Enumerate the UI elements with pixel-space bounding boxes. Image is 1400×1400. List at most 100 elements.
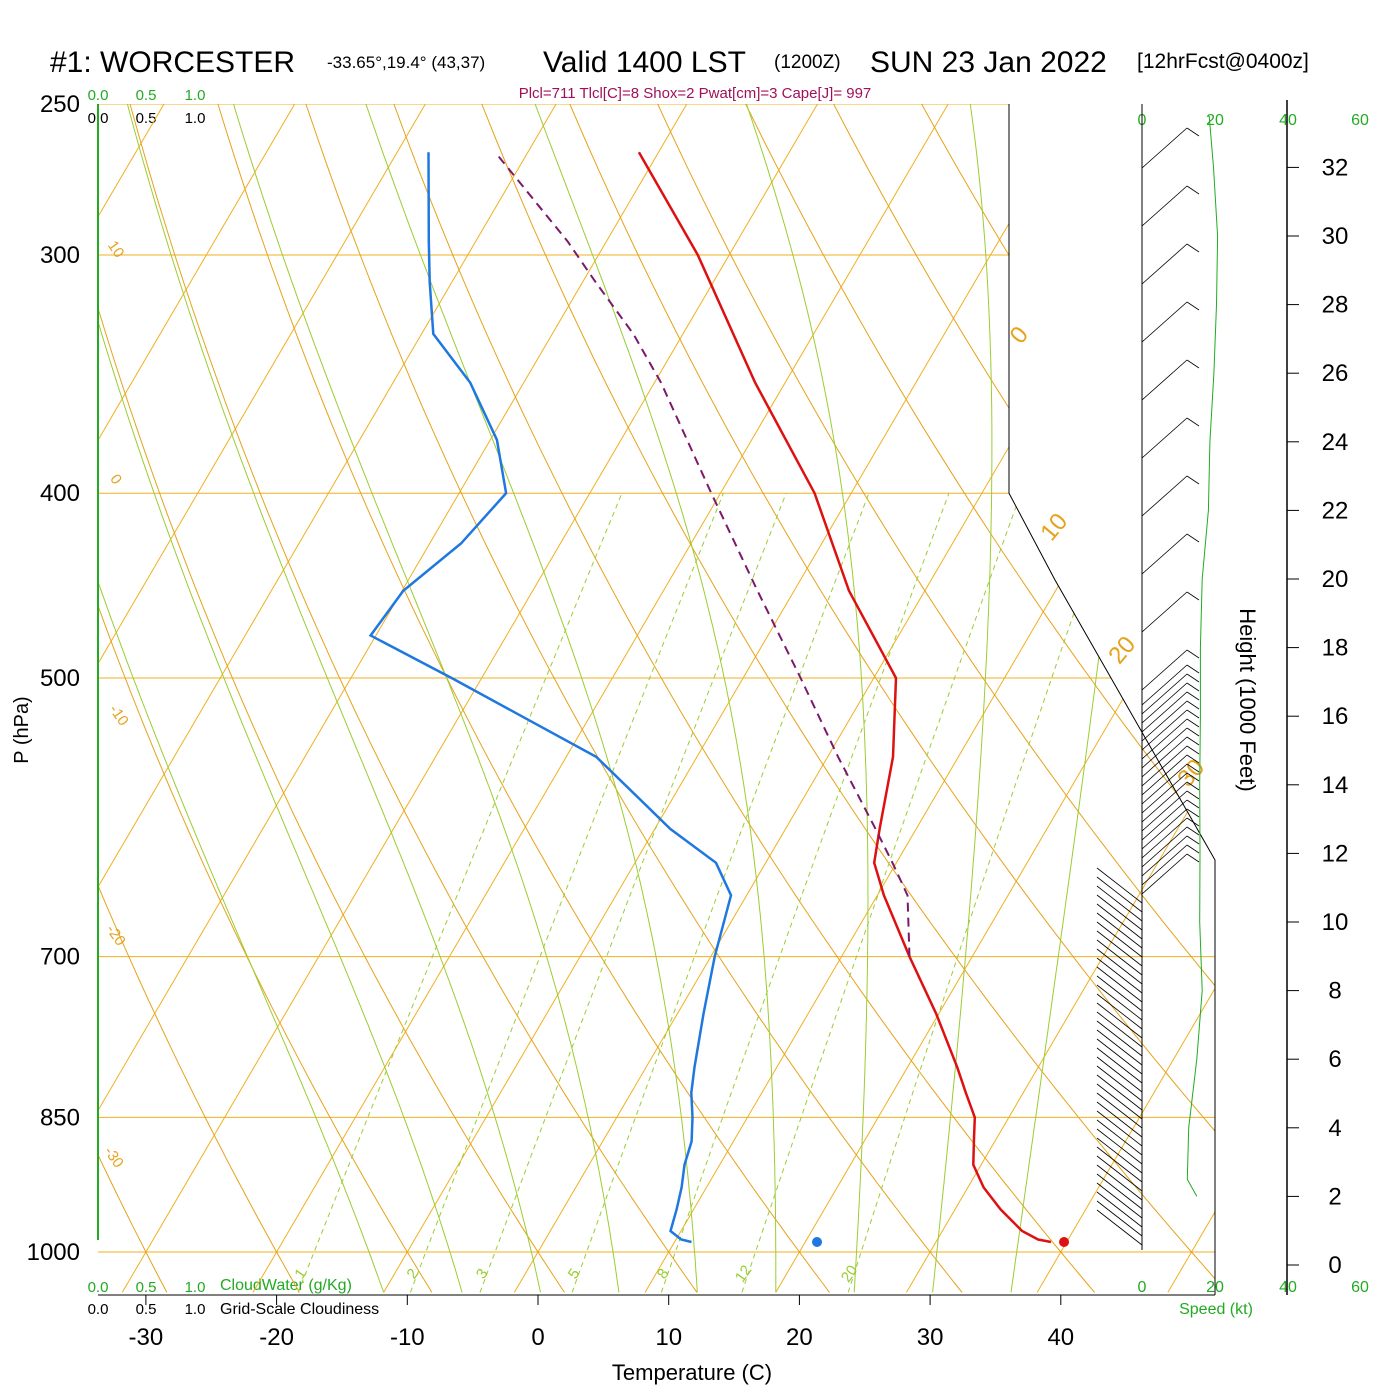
mixing-ratio-line [847,493,1117,1293]
dry-adiabat-line [555,104,1215,1293]
height-tick-label: 32 [1322,154,1349,181]
cloudwater-label: CloudWater (g/Kg) [220,1277,352,1294]
wind-barb [1141,417,1200,459]
wind-barb [1141,781,1200,823]
plot-frame [98,104,1216,1296]
wind-barb [1096,903,1143,940]
pressure-tick-label: 500 [40,665,80,692]
wind-barb [1096,939,1143,976]
dry-adiabat-label: 10 [1035,508,1073,546]
wind-barb [1141,817,1200,859]
isotherm-line [121,104,838,1293]
station-coords: -33.65°,19.4° (43,37) [327,53,485,72]
wind-barb [1141,649,1200,691]
isotherm-line [98,104,446,1293]
wind-barb [1096,1182,1143,1219]
dry-adiabat-label: 0 [106,471,125,488]
height-tick-label: 24 [1322,429,1349,456]
height-tick-label: 14 [1322,772,1349,799]
wind-barb [1141,772,1200,814]
speed-bottom-tick-0: 0 [1138,1279,1147,1296]
wind-barb [1141,718,1200,760]
top-cloudwater-tick-1: 0.5 [136,87,157,104]
isotherm-line [252,104,969,1293]
dry-adiabat-line [728,104,1215,1293]
wind-barb [1096,1101,1143,1138]
height-tick-label: 30 [1322,223,1349,250]
wind-barb [1096,948,1143,985]
wind-barb [1096,1002,1143,1039]
wind-barb [1141,844,1200,886]
wind-barb [1096,1011,1143,1048]
forecast-label: [12hrFcst@0400z] [1137,50,1309,73]
wind-barb [1096,930,1143,967]
wind-barb [1096,1119,1143,1156]
moist-adiabat-line [98,104,385,1293]
temperature-tick-label: 20 [786,1324,813,1351]
wind-barb [1096,984,1143,1021]
height-tick-label: 6 [1328,1046,1341,1073]
dry-adiabat-line [815,104,1215,1293]
dry-adiabat-line [207,104,830,1293]
dry-adiabat-line [468,104,1215,1293]
wind-barb [1141,736,1200,778]
height-tick-label: 4 [1328,1115,1341,1142]
wind-barb [1096,876,1143,913]
mixing-ratio-line [479,493,787,1293]
isotherm-line [383,104,1100,1293]
isotherm-line [644,104,1215,1293]
top-cloudwater-tick-0: 0.0 [88,87,109,104]
pressure-tick-label: 400 [40,480,80,507]
dry-adiabat-label: 30 [1172,754,1210,792]
height-axis-title: Height (1000 Feet) [1235,608,1260,791]
isotherm-line [1167,104,1215,1293]
wind-barb [1141,745,1200,787]
bottom-cloudwater-tick-2: 1.0 [185,1279,206,1296]
bottom-cloudwater-tick-0: 0.0 [88,1279,109,1296]
x-axis-title: Temperature (C) [612,1360,772,1385]
wind-barb [1096,921,1143,958]
wind-barb [1141,808,1200,850]
speed-top-tick-3: 60 [1351,112,1369,129]
dry-adiabat-label: -20 [103,922,129,950]
wind-barb [1096,1110,1143,1147]
wind-barb [1141,475,1200,517]
isotherm-line [98,104,315,1293]
dry-adiabat-line [642,104,1215,1293]
temperature-tick-label: 40 [1047,1324,1074,1351]
dry-adiabat-line [1251,70,1400,1292]
wind-barb [1096,1083,1143,1120]
wind-panel [1096,104,1219,1250]
height-tick-label: 20 [1322,566,1349,593]
dry-adiabat-line [98,104,565,1293]
height-tick-label: 16 [1322,703,1349,730]
wind-barb [1141,243,1200,285]
height-tick-label: 0 [1328,1252,1341,1279]
wind-barb [1096,1200,1143,1237]
wind-barb [1141,359,1200,401]
height-tick-label: 2 [1328,1183,1341,1210]
pressure-tick-label: 1000 [27,1239,80,1266]
top-cloudiness-tick-2: 1.0 [185,110,206,127]
moist-adiabat-line [734,104,869,1293]
mixing-ratio-line [409,493,724,1293]
wind-barb [1141,799,1200,841]
mixing-ratio-line [741,493,1022,1293]
wind-barb [1141,591,1200,633]
top-cloudiness-tick-1: 0.5 [136,110,157,127]
wind-barb [1141,826,1200,868]
wind-barb [1096,894,1143,931]
wind-barb [1141,185,1200,227]
height-tick-label: 28 [1322,292,1349,319]
speed-top-tick-1: 20 [1206,112,1224,129]
wind-barb [1141,691,1200,733]
mixing-ratio-label: 5 [565,1266,584,1283]
dry-adiabat-label: -30 [101,1144,127,1172]
bottom-cloudiness-tick-2: 1.0 [185,1301,206,1318]
dry-adiabat-line [98,104,433,1293]
wind-barb [1141,763,1200,805]
isotherm-line [775,104,1215,1293]
mixing-ratio-label: 12 [732,1262,755,1285]
wind-barb [1141,727,1200,769]
moist-adiabat-line [522,104,777,1293]
